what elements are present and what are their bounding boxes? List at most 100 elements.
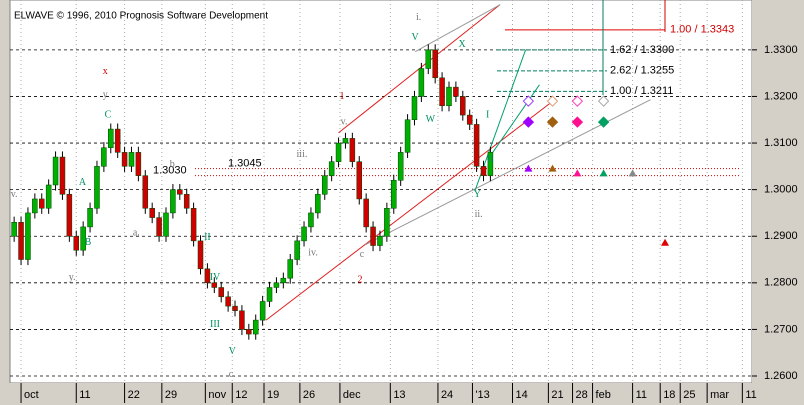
trend-line — [414, 4, 501, 53]
axis-band — [0, 383, 804, 405]
wave-label: A — [79, 177, 87, 188]
wave-label: Y — [474, 189, 481, 200]
candle-body — [80, 226, 86, 251]
wave-label: ii. — [475, 209, 483, 220]
candle-body — [183, 194, 190, 209]
candle-body — [446, 86, 452, 107]
wave-label: 2 — [357, 274, 362, 285]
candle-body — [204, 268, 211, 284]
level-label: 1.3030 — [153, 165, 187, 177]
wave-label: v. — [341, 116, 348, 127]
candle-body — [39, 198, 45, 209]
marker — [524, 164, 533, 172]
x-tick-label: 21 — [551, 389, 563, 401]
y-tick-label: 1.2600 — [764, 370, 798, 382]
candle-body — [487, 152, 494, 176]
candle-body — [480, 166, 487, 176]
axis-band — [752, 0, 804, 405]
marker — [548, 164, 557, 172]
candle-body — [149, 208, 155, 218]
wave-label: v. — [11, 189, 18, 200]
candle-body — [18, 222, 24, 260]
candle-body — [128, 152, 135, 167]
candle-body — [190, 208, 197, 242]
wave-label: C — [105, 109, 112, 120]
wave-label: iii. — [297, 149, 308, 160]
wave-label: b — [170, 159, 175, 170]
trend-line — [487, 84, 540, 161]
x-tick-label: '13 — [475, 389, 489, 401]
wave-label: a. — [133, 227, 140, 238]
marker — [661, 238, 670, 246]
candle-body — [335, 142, 342, 162]
x-tick-label: feb — [596, 389, 611, 401]
candle-body — [425, 49, 432, 69]
y-tick-label: 1.3100 — [764, 137, 798, 149]
x-tick-label: 11 — [745, 389, 756, 401]
candle-body — [328, 161, 335, 176]
candle-body — [211, 282, 218, 288]
x-tick-label: 11 — [79, 389, 90, 401]
wave-label: I — [486, 109, 489, 120]
candle-body — [121, 152, 128, 167]
chart-title: ELWAVE © 1996, 2010 Prognosis Software D… — [14, 11, 268, 22]
candle-body — [315, 194, 321, 214]
candle-body — [197, 240, 204, 270]
wave-label: B — [85, 237, 92, 248]
y-tick-label: 1.2800 — [764, 277, 798, 289]
candle-body — [101, 147, 107, 167]
wave-label: V — [229, 346, 237, 357]
candle-body — [239, 310, 245, 330]
candle-body — [308, 212, 314, 228]
y-tick-label: 1.3200 — [764, 90, 798, 102]
marker — [599, 169, 608, 177]
candle-body — [156, 217, 162, 237]
candle-body — [246, 329, 252, 335]
candle-body — [377, 235, 383, 246]
x-tick-label: 18 — [663, 389, 675, 401]
candle-body — [432, 49, 438, 79]
wave-label: V — [412, 32, 420, 43]
candle-body — [87, 208, 93, 228]
wave-label: c. — [229, 369, 236, 380]
candle-body — [411, 96, 418, 120]
candle-body — [142, 175, 149, 209]
wave-label: i. — [416, 12, 421, 23]
x-tick-label: 14 — [515, 389, 527, 401]
plot-area — [9, 0, 753, 384]
marker — [573, 169, 582, 177]
y-tick-label: 1.3000 — [764, 184, 798, 196]
candle-body — [404, 119, 411, 153]
candle-body — [460, 96, 466, 116]
x-tick-label: nov — [208, 389, 226, 401]
candle-body — [273, 282, 280, 288]
candle-body — [108, 128, 114, 148]
marker — [546, 95, 559, 107]
candle-body — [163, 212, 169, 237]
wave-label: II — [204, 232, 211, 243]
candle-body — [266, 287, 273, 302]
x-tick-label: mar — [710, 389, 729, 401]
candle-body — [473, 124, 480, 167]
target-label: 2.62 / 1.3255 — [610, 65, 674, 77]
y-tick-label: 1.2900 — [764, 230, 798, 242]
candle-body — [321, 175, 328, 195]
candle-body — [370, 226, 376, 246]
marker — [597, 116, 610, 128]
x-tick-label: 29 — [165, 389, 177, 401]
candle-body — [11, 222, 17, 237]
candle-body — [114, 128, 121, 153]
x-tick-label: 28 — [576, 389, 588, 401]
candle-body — [418, 68, 425, 97]
target-label: 1.00 / 1.3343 — [670, 24, 734, 36]
target-label: 1.62 / 1.3300 — [610, 44, 674, 56]
candle-body — [384, 208, 390, 237]
marker — [571, 116, 584, 128]
wave-label: X — [458, 39, 466, 50]
x-tick-label: 19 — [267, 389, 279, 401]
candle-body — [287, 259, 293, 279]
trend-line — [265, 98, 557, 321]
wave-label: y. — [69, 272, 76, 283]
candle-body — [259, 301, 266, 321]
